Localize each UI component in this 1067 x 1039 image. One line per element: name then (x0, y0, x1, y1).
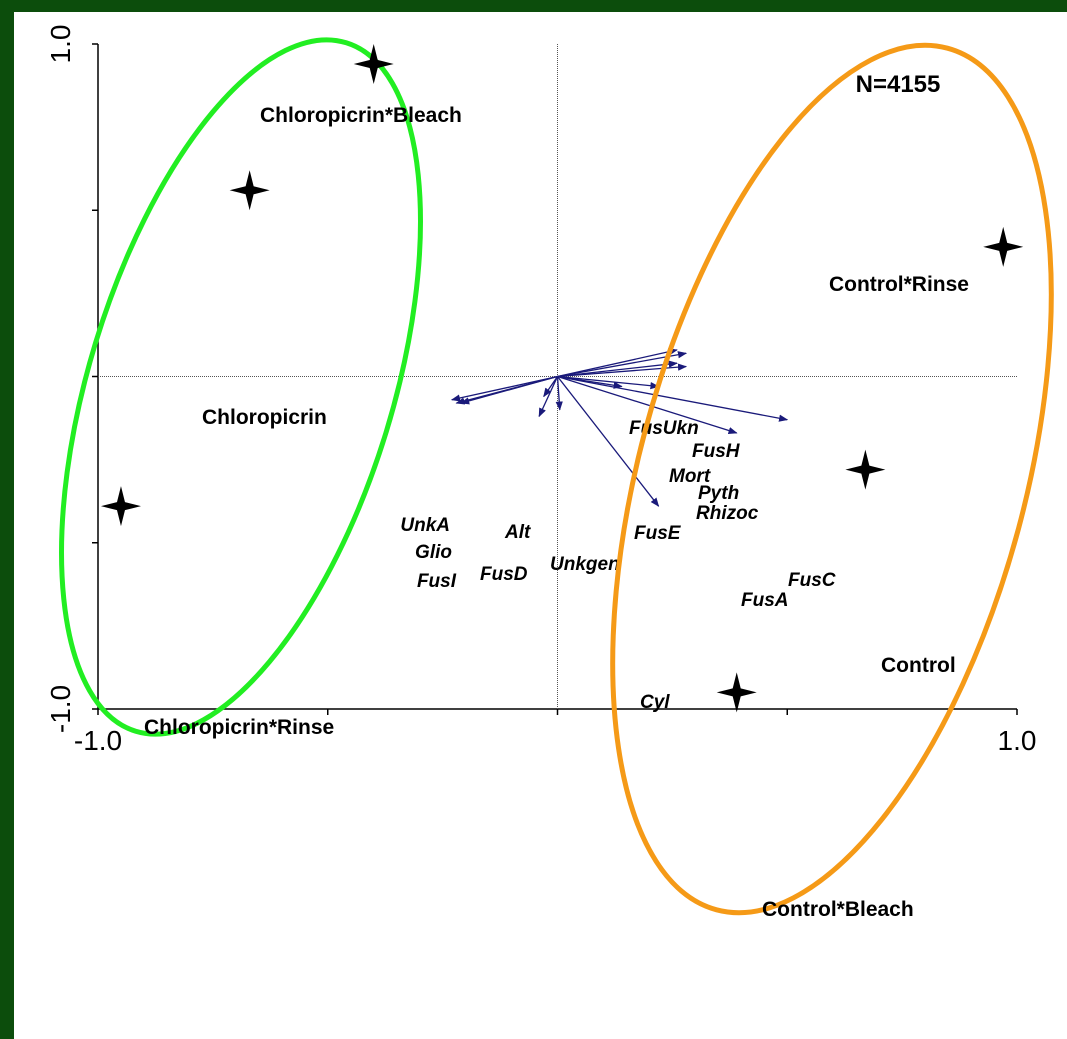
n-annotation: N=4155 (856, 71, 941, 98)
vector-label-fuse: FusE (634, 523, 682, 544)
biplot-chart: -1.0 1.01.0-1.0 FusUknFusHMortPythRhizocF… (45, 25, 1054, 921)
x-tick-label-max: 1.0 (998, 725, 1037, 756)
sample-point-control-rinse (983, 226, 1024, 267)
sample-label-chloropicrin-rinse: Chloropicrin*Rinse (144, 716, 334, 739)
vector-unka (450, 375, 558, 402)
vector-rhizoc (557, 375, 660, 390)
vector-fusc (557, 375, 789, 422)
vector-fusd (538, 376, 559, 418)
sample-point-control (845, 449, 886, 490)
sample-point-chloropicrin-rinse (100, 486, 141, 527)
sample-label-chloropicrin-bleach: Chloropicrin*Bleach (260, 104, 462, 127)
vector-label-rhizoc: Rhizoc (696, 503, 759, 524)
chart-frame: -1.0 1.0 1.0 -1.0 FusUkn FusH Mort Pyth Rhizoc F… (14, 12, 1067, 1039)
x-tick-label-min: -1.0 (74, 725, 122, 756)
sample-point-chloropicrin-bleach (353, 43, 394, 84)
vector-fusi (455, 375, 558, 405)
vector-label-fusa: FusA (741, 590, 789, 611)
vector-fush (557, 351, 688, 378)
sample-label-chloropicrin: Chloropicrin (202, 406, 327, 429)
sample-label-control: Control (881, 654, 956, 677)
vector-label-fusukn: FusUkn (629, 418, 699, 439)
vector-label-alt: Alt (504, 522, 531, 543)
vector-label-mort: Mort (669, 466, 711, 487)
sample-points: Chloropicrin*Bleach Chloropicrin Chloropic… (100, 43, 1024, 921)
group-ellipses (59, 37, 1054, 916)
vector-label-fusi: FusI (417, 571, 457, 592)
vector-fusa (557, 375, 738, 435)
vector-label-fusd: FusD (480, 564, 528, 585)
vector-label-unka: UnkA (400, 515, 450, 536)
sample-label-control-bleach: Control*Bleach (762, 898, 914, 921)
sample-label-control-rinse: Control*Rinse (829, 273, 969, 296)
vector-label-fush: FusH (692, 441, 741, 462)
vector-label-pyth: Pyth (698, 483, 739, 504)
vector-label-unkgen: Unkgen (550, 554, 620, 575)
sample-point-control-bleach (716, 672, 757, 713)
vector-unkgen (555, 376, 563, 411)
vector-mort (557, 360, 678, 378)
vector-fusukn (557, 348, 678, 378)
vector-label-cyl: Cyl (640, 692, 670, 713)
control-group-ellipse (610, 42, 1054, 916)
vector-label-glio: Glio (415, 542, 452, 563)
chloropicrin-group-ellipse (59, 37, 423, 737)
vector-label-fusc: FusC (788, 570, 836, 591)
vector-cyl (556, 376, 660, 507)
vector-pyth (557, 363, 688, 378)
y-tick-label-min: -1.0 (45, 685, 76, 733)
sample-point-chloropicrin (229, 170, 270, 211)
y-tick-label-max: 1.0 (45, 25, 76, 64)
vector-alt (543, 376, 559, 398)
axes: -1.0 1.0 1.0 -1.0 (45, 25, 1036, 756)
